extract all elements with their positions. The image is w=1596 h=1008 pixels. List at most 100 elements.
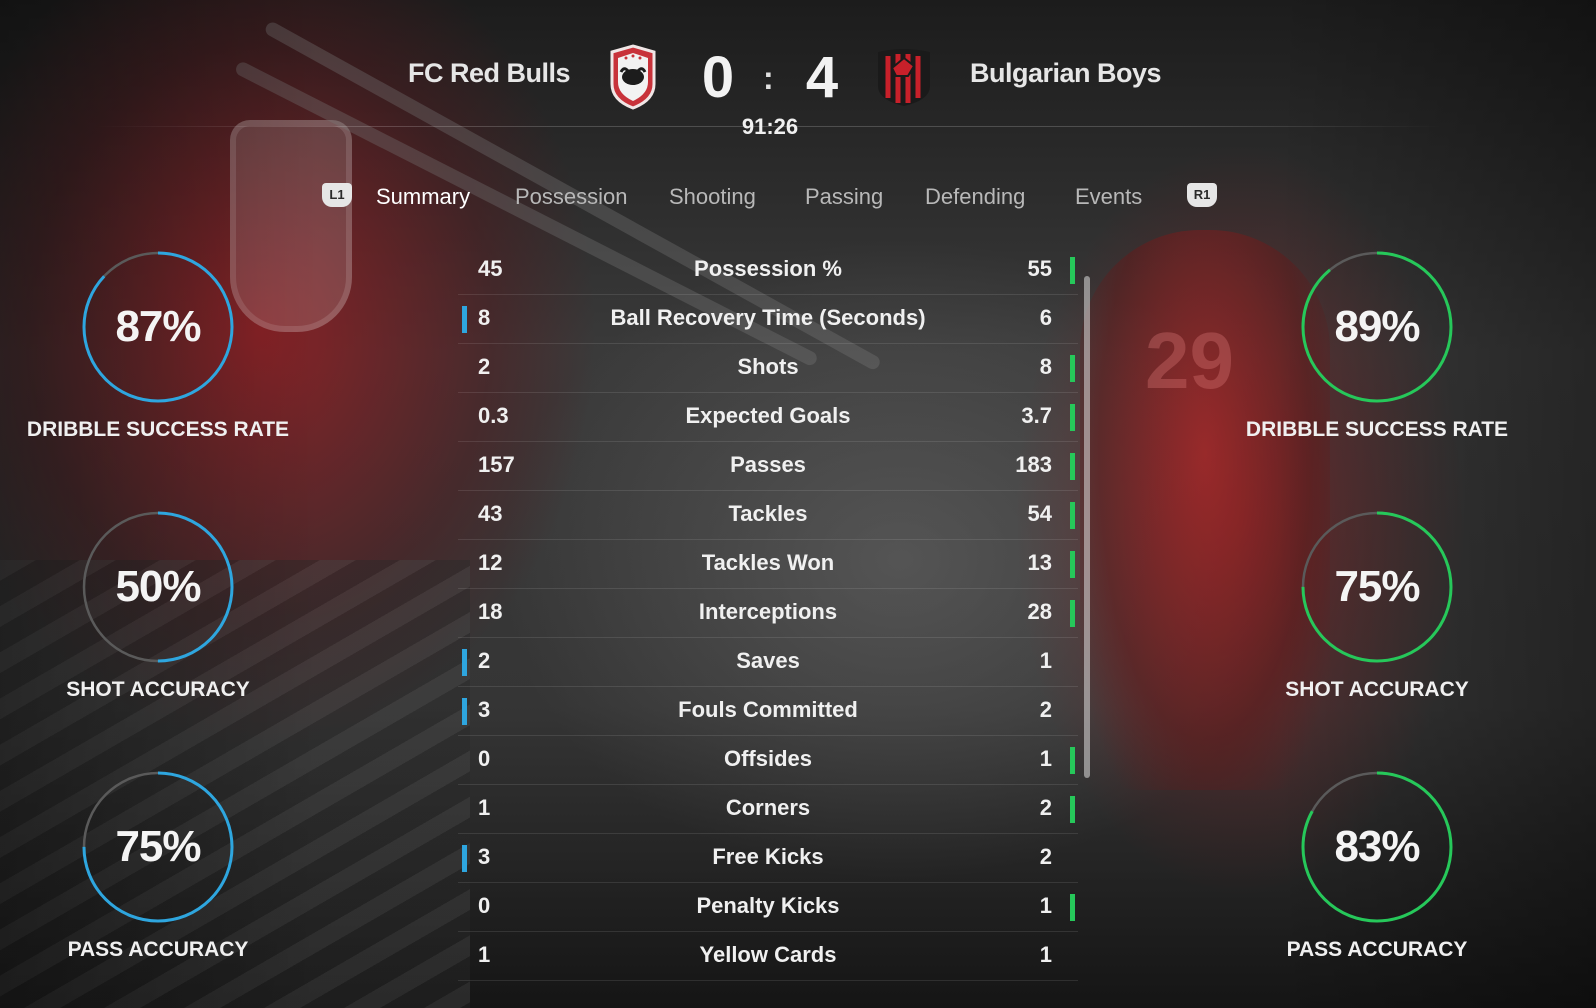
stat-row: 157 Passes 183 — [458, 442, 1078, 491]
home-dribble-success-label: DRIBBLE SUCCESS RATE — [26, 418, 290, 441]
stat-away-value: 2 — [1039, 844, 1052, 869]
stat-home-value: 8 — [478, 305, 491, 330]
player-silhouette — [1080, 230, 1330, 790]
away-team-name: Bulgarian Boys — [970, 58, 1162, 88]
stat-home-value: 0 — [478, 893, 491, 918]
stat-away-value: 54 — [1027, 501, 1052, 526]
away-shot-accuracy-label: SHOT ACCURACY — [1285, 678, 1469, 701]
away-dribble-success-value: 89% — [1334, 302, 1420, 351]
header-divider — [95, 126, 1445, 127]
stat-label: Free Kicks — [712, 844, 824, 869]
stats-tab-bar: L1 Summary Possession Shooting Passing D… — [0, 180, 1596, 220]
away-lead-indicator — [1070, 453, 1075, 480]
home-lead-indicator — [462, 698, 467, 725]
away-lead-indicator — [1070, 257, 1075, 284]
stat-home-value: 0.3 — [478, 403, 509, 428]
away-shot-accuracy-ring: 75% — [1299, 509, 1455, 665]
stat-away-value: 1 — [1039, 893, 1052, 918]
away-lead-indicator — [1070, 355, 1075, 382]
stat-row: 18 Interceptions 28 — [458, 589, 1078, 638]
away-lead-indicator — [1070, 551, 1075, 578]
stat-row: 43 Tackles 54 — [458, 491, 1078, 540]
home-dribble-success-ring: 87% — [80, 249, 236, 405]
home-lead-indicator — [462, 649, 467, 676]
stat-home-value: 0 — [478, 746, 491, 771]
stat-label: Offsides — [723, 746, 813, 771]
stat-row: 0.3 Expected Goals 3.7 — [458, 393, 1078, 442]
tab-passing[interactable]: Passing — [805, 184, 884, 209]
stat-home-value: 18 — [478, 599, 503, 624]
home-team-crest-icon — [608, 44, 658, 110]
away-dribble-success-ring: 89% — [1299, 249, 1455, 405]
stat-label: Shots — [737, 354, 799, 379]
wall-crest-decoration — [230, 120, 352, 332]
stairs-decoration — [0, 560, 470, 1008]
stat-label: Corners — [725, 795, 811, 820]
tab-events[interactable]: Events — [1075, 184, 1143, 209]
away-lead-indicator — [1070, 600, 1075, 627]
tab-summary[interactable]: Summary — [376, 184, 471, 209]
stat-home-value: 45 — [478, 256, 503, 281]
stat-home-value: 2 — [478, 354, 491, 379]
stat-home-value: 1 — [478, 942, 491, 967]
stat-away-value: 1 — [1039, 648, 1052, 673]
stat-away-value: 183 — [1015, 452, 1052, 477]
match-header: FC Red Bulls 0 : 4 Bulgarian Boys 91:26 — [0, 0, 1596, 150]
r1-bumper-icon[interactable]: R1 — [1187, 183, 1217, 207]
stat-away-value: 1 — [1039, 942, 1052, 967]
home-shot-accuracy-ring: 50% — [80, 509, 236, 665]
home-dribble-success-value: 87% — [115, 302, 201, 351]
match-stats-table[interactable]: 45 Possession % 55 8 Ball Recovery Time (Sec… — [458, 246, 1078, 984]
player-shirt-number: 29 — [1145, 315, 1234, 407]
stat-home-value: 3 — [478, 844, 491, 869]
stat-row: 2 Saves 1 — [458, 638, 1078, 687]
stat-home-value: 2 — [478, 648, 491, 673]
stat-away-value: 13 — [1027, 550, 1052, 575]
stats-scrollbar[interactable] — [1084, 276, 1090, 778]
away-lead-indicator — [1070, 796, 1075, 823]
away-pass-accuracy-label: PASS ACCURACY — [1286, 938, 1468, 961]
away-lead-indicator — [1070, 894, 1075, 921]
stat-label: Possession % — [694, 256, 842, 281]
stat-away-value: 1 — [1039, 746, 1052, 771]
stat-away-value: 6 — [1039, 305, 1052, 330]
stat-home-value: 3 — [478, 697, 491, 722]
stat-away-value: 28 — [1027, 599, 1052, 624]
stat-home-value: 43 — [478, 501, 503, 526]
stat-away-value: 8 — [1039, 354, 1052, 379]
away-team-crest-icon — [874, 46, 934, 108]
stat-label: Yellow Cards — [699, 942, 837, 967]
away-lead-indicator — [1070, 747, 1075, 774]
stat-label: Expected Goals — [685, 403, 851, 428]
stat-row: 2 Shots 8 — [458, 344, 1078, 393]
home-shot-accuracy-value: 50% — [115, 562, 201, 611]
tab-shooting[interactable]: Shooting — [669, 184, 756, 209]
stat-row: 12 Tackles Won 13 — [458, 540, 1078, 589]
stat-label: Saves — [736, 648, 800, 673]
home-score: 0 — [701, 45, 735, 110]
stat-away-value: 2 — [1039, 795, 1052, 820]
match-clock: 91:26 — [741, 114, 799, 139]
away-shot-accuracy-value: 75% — [1334, 562, 1420, 611]
stat-away-value: 2 — [1039, 697, 1052, 722]
away-pass-accuracy-ring: 83% — [1299, 769, 1455, 925]
home-pass-accuracy-label: PASS ACCURACY — [67, 938, 249, 961]
stat-home-value: 1 — [478, 795, 491, 820]
l1-bumper-icon[interactable]: L1 — [322, 183, 352, 207]
stat-row: 1 Yellow Cards 1 — [458, 932, 1078, 981]
home-team-name: FC Red Bulls — [407, 58, 571, 88]
away-lead-indicator — [1070, 502, 1075, 529]
away-lead-indicator — [1070, 404, 1075, 431]
stat-row: 1 Corners 2 — [458, 785, 1078, 834]
home-lead-indicator — [462, 306, 467, 333]
tab-possession[interactable]: Possession — [515, 184, 628, 209]
tab-defending[interactable]: Defending — [925, 184, 1026, 209]
stat-label: Tackles Won — [701, 550, 835, 575]
stat-row: 3 Free Kicks 2 — [458, 834, 1078, 883]
stat-label: Tackles — [728, 501, 808, 526]
away-score: 4 — [805, 45, 839, 110]
stat-label: Ball Recovery Time (Seconds) — [610, 305, 926, 330]
home-pass-accuracy-value: 75% — [115, 822, 201, 871]
